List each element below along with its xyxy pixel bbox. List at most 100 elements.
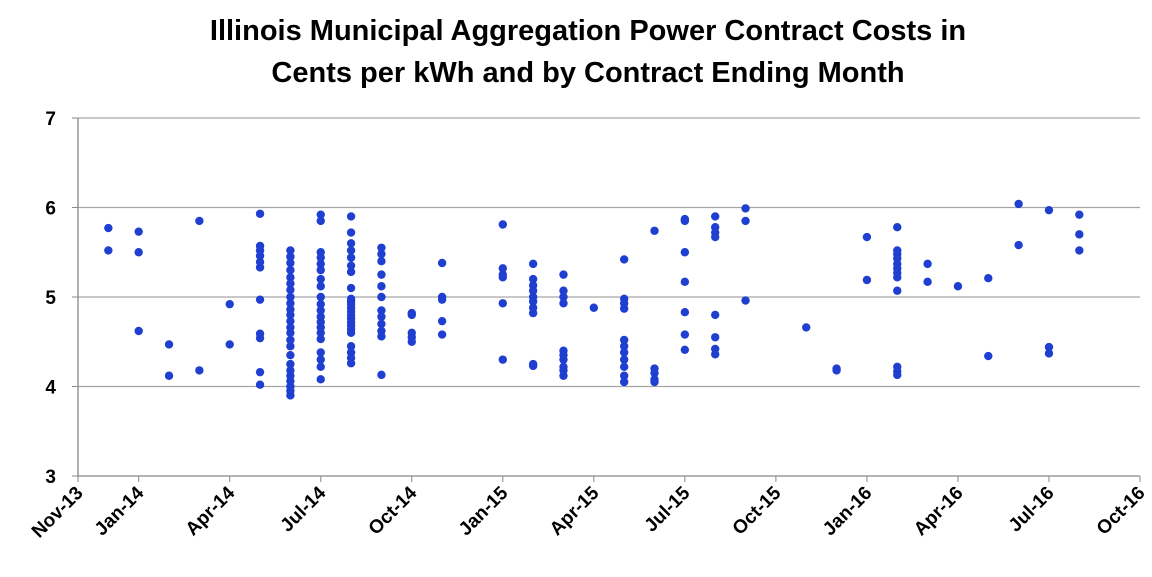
point [316,362,325,372]
point [559,355,568,364]
point [286,342,295,351]
point [316,292,325,302]
point [377,312,386,321]
point [1014,199,1023,209]
point [377,306,386,315]
point [437,316,447,326]
point [528,259,538,269]
point [164,371,174,380]
point [498,220,507,229]
point [255,251,265,261]
point [862,232,872,242]
point [346,253,356,262]
point [802,323,811,332]
point [893,222,902,232]
y-tick-label: 7 [45,109,56,130]
point [316,348,325,357]
x-tick-label: Apr-14 [182,482,240,540]
point [1044,205,1054,215]
point [316,375,325,384]
point [619,355,629,364]
point [104,246,113,255]
point [346,267,356,277]
point [316,355,325,364]
x-tick-label: Jan-15 [455,482,513,540]
point [255,295,265,304]
point [1044,349,1054,358]
point [711,310,720,320]
point [680,277,690,286]
point [346,328,356,337]
point [832,366,841,375]
point [559,299,568,308]
point [680,330,690,339]
point [619,335,629,345]
point [377,319,386,329]
point [346,359,356,368]
point [498,273,507,282]
point [377,370,386,380]
point [346,283,356,293]
point [316,328,325,337]
x-tick-label: Jan-14 [91,482,149,540]
point [286,359,295,369]
point [680,345,690,355]
point [255,209,265,218]
x-tick-label: Jul-14 [277,482,331,536]
point [286,265,295,275]
point [316,265,325,275]
point [286,328,295,337]
point [286,252,295,261]
point [286,299,295,308]
point [316,282,325,291]
point [407,337,416,346]
point [195,366,204,375]
point [286,273,295,282]
point [559,292,568,302]
point [134,326,143,336]
point [286,350,295,360]
x-tick-label: Oct-15 [729,482,786,539]
point [286,285,295,295]
point [1014,240,1023,250]
point [528,297,538,306]
point [619,255,629,264]
point [316,259,325,269]
point [286,246,295,255]
point [711,232,720,242]
x-tick-label: Oct-14 [365,482,422,539]
point [528,308,538,318]
point [711,212,720,221]
point [437,295,447,304]
point [984,274,993,283]
point [741,204,750,213]
point [286,335,295,345]
point [893,286,902,295]
point [377,249,386,259]
point [680,216,690,226]
point [741,216,750,226]
point [650,377,659,387]
point [164,340,174,349]
point [437,330,447,339]
point [255,333,265,343]
point [711,333,720,342]
point [711,350,720,359]
y-tick-label: 3 [45,467,56,488]
x-tick-label: Nov-13 [28,483,88,543]
point [1075,246,1084,255]
point [619,377,629,387]
point [286,316,295,326]
point [559,286,568,295]
point [195,216,204,226]
y-tick-label: 5 [45,288,56,309]
chart-title: Illinois Municipal Aggregation Power Con… [210,15,966,47]
point [377,257,386,266]
point [134,248,143,257]
point [346,261,356,270]
point [377,270,386,279]
point [619,348,629,357]
point [346,212,356,221]
